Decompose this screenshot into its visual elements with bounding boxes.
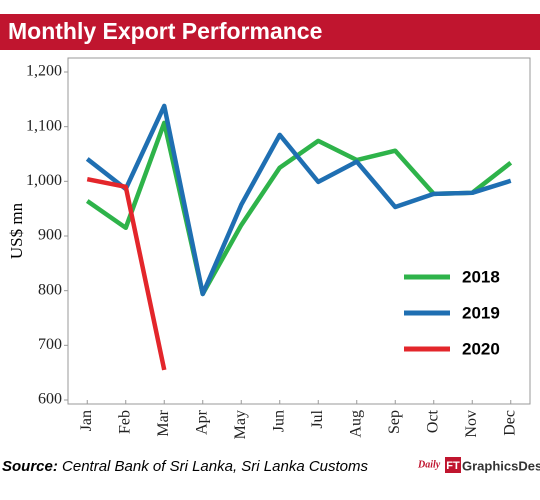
logo-daily: Daily <box>417 459 441 470</box>
x-tick-label: Dec <box>501 410 518 436</box>
x-tick-label: Oct <box>424 409 441 433</box>
x-tick-label: Apr <box>193 409 210 435</box>
series-line <box>86 176 167 371</box>
x-tick-label: Sep <box>386 410 403 434</box>
plot-frame <box>67 57 531 405</box>
legend-label: 2019 <box>462 303 500 322</box>
series-line <box>85 103 512 297</box>
x-tick-label: Feb <box>116 410 133 434</box>
y-tick-label: 1,000 <box>26 172 62 189</box>
logo-text: GraphicsDesk <box>462 458 540 473</box>
x-tick-label: Jun <box>270 410 287 432</box>
source-label: Source: <box>2 458 58 475</box>
x-tick-label: Jul <box>309 409 326 428</box>
y-tick-label: 700 <box>38 336 62 353</box>
x-tick-label: Aug <box>347 410 364 438</box>
y-tick-label: 800 <box>38 281 62 298</box>
svg-text:Source: Central Bank of Sri La: Source: Central Bank of Sri Lanka, Sri L… <box>2 458 369 475</box>
title-bar <box>0 14 540 50</box>
x-tick-label: Jan <box>78 410 95 431</box>
y-axis-label: US$ mn <box>7 202 26 259</box>
legend-label: 2018 <box>462 267 500 286</box>
logo-box <box>445 457 461 473</box>
legend-label: 2020 <box>462 339 500 358</box>
y-tick-label: 900 <box>38 227 62 244</box>
series-line <box>85 120 513 297</box>
chart-title: Monthly Export Performance <box>8 18 322 44</box>
y-tick-label: 600 <box>38 391 62 408</box>
x-tick-label: Mar <box>155 409 172 436</box>
logo-ft: FT <box>446 460 460 472</box>
y-tick-label: 1,100 <box>26 117 62 134</box>
x-tick-label: Nov <box>463 410 480 438</box>
y-tick-label: 1,200 <box>26 63 62 80</box>
source-text: Central Bank of Sri Lanka, Sri Lanka Cus… <box>62 458 368 475</box>
x-tick-label: May <box>232 410 249 439</box>
